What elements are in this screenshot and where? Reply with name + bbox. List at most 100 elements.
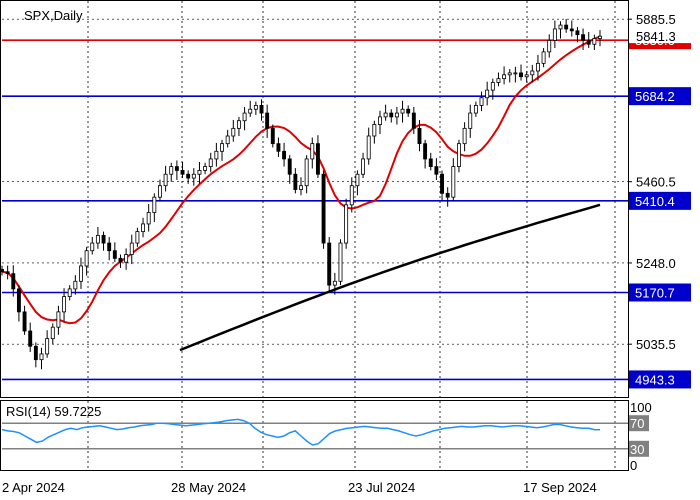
rsi-y-tick-label: 70 bbox=[630, 416, 644, 431]
candle bbox=[366, 127, 371, 165]
candle-body bbox=[304, 158, 309, 187]
rsi-line bbox=[1, 418, 601, 446]
candle-body bbox=[411, 112, 416, 129]
candle-body bbox=[50, 326, 55, 340]
candle bbox=[11, 265, 16, 297]
candle-body bbox=[372, 124, 377, 137]
candle-body bbox=[468, 112, 473, 129]
candle bbox=[519, 64, 523, 81]
candle-body bbox=[270, 127, 275, 145]
candle bbox=[282, 142, 287, 167]
candle-body bbox=[112, 250, 117, 259]
candle bbox=[451, 158, 456, 201]
candle bbox=[440, 170, 444, 201]
candle bbox=[158, 179, 162, 201]
axis-labels: 2 Apr 2024 28 May 2024 23 Jul 2024 17 Sep 2… bbox=[2, 12, 691, 495]
moving-averages bbox=[1, 35, 601, 352]
candle bbox=[293, 168, 298, 194]
candle bbox=[33, 342, 38, 368]
candle bbox=[220, 139, 224, 161]
y-tick-label: 5035.5 bbox=[636, 337, 676, 352]
candle-body bbox=[231, 127, 236, 137]
candle bbox=[310, 137, 315, 169]
candle bbox=[417, 119, 422, 152]
candle-body bbox=[56, 311, 61, 328]
candle-body bbox=[141, 223, 145, 232]
candle-body bbox=[11, 273, 16, 290]
candle-body bbox=[496, 78, 501, 83]
y-tick-label: 5248.0 bbox=[636, 256, 676, 271]
candle-body bbox=[95, 235, 100, 244]
y-tick-label: 5460.5 bbox=[636, 175, 676, 190]
candle bbox=[253, 101, 258, 115]
candle bbox=[378, 110, 382, 135]
candle-body bbox=[79, 265, 83, 282]
candle-body bbox=[592, 38, 597, 45]
level-tag bbox=[629, 283, 691, 302]
candle bbox=[468, 104, 473, 138]
candle bbox=[304, 155, 309, 194]
candle bbox=[411, 106, 416, 135]
candle-body bbox=[383, 112, 388, 118]
candle bbox=[389, 109, 394, 123]
candle-body bbox=[428, 158, 433, 167]
candle bbox=[28, 322, 33, 353]
candle-body bbox=[338, 242, 343, 282]
candle bbox=[457, 139, 461, 173]
candle bbox=[270, 124, 275, 148]
candle-body bbox=[530, 70, 535, 76]
candle bbox=[564, 19, 569, 33]
moving-average-200-line bbox=[179, 203, 601, 352]
candle-body bbox=[327, 242, 332, 286]
candle bbox=[344, 198, 349, 249]
candle bbox=[327, 236, 332, 293]
candle-body bbox=[473, 105, 478, 114]
candle bbox=[22, 305, 27, 335]
candle bbox=[79, 257, 83, 289]
chart-title: SPX,Daily bbox=[24, 8, 83, 23]
candle-body bbox=[406, 108, 411, 114]
candle-body bbox=[378, 116, 382, 125]
candle bbox=[180, 162, 185, 179]
candle-body bbox=[547, 40, 552, 53]
candle-body bbox=[259, 105, 264, 114]
candle-body bbox=[490, 82, 495, 91]
candle bbox=[73, 275, 78, 295]
last-price-label: 5841.3 bbox=[636, 29, 676, 44]
candle bbox=[129, 234, 134, 265]
candle bbox=[321, 170, 326, 249]
candle bbox=[513, 66, 518, 83]
candle-body bbox=[225, 135, 230, 145]
candle-body bbox=[507, 72, 512, 76]
candle bbox=[502, 66, 507, 85]
candle-body bbox=[349, 185, 354, 206]
candle bbox=[581, 28, 586, 50]
candle bbox=[530, 64, 535, 83]
candle bbox=[361, 152, 366, 179]
candle-body bbox=[502, 74, 507, 80]
candle bbox=[242, 106, 247, 131]
candle-body bbox=[479, 97, 484, 106]
candle-body bbox=[208, 158, 213, 167]
candle-body bbox=[33, 345, 38, 361]
candle-body bbox=[344, 204, 349, 244]
candle bbox=[50, 323, 55, 345]
candle bbox=[90, 236, 95, 255]
candle-body bbox=[62, 296, 67, 313]
candle-body bbox=[16, 288, 21, 313]
candle-body bbox=[5, 271, 10, 275]
rsi-level-tag bbox=[629, 415, 649, 432]
candle-body bbox=[299, 185, 303, 190]
main-panel-frame bbox=[0, 0, 629, 398]
candle bbox=[299, 177, 303, 196]
candle bbox=[434, 158, 439, 180]
candle bbox=[146, 204, 151, 232]
candle-body bbox=[366, 135, 371, 160]
candle-body bbox=[310, 143, 315, 160]
candle-body bbox=[276, 143, 281, 152]
candle-body bbox=[39, 353, 44, 361]
candle bbox=[287, 155, 292, 184]
rsi-level-tag bbox=[629, 440, 649, 457]
candle-body bbox=[163, 173, 168, 187]
